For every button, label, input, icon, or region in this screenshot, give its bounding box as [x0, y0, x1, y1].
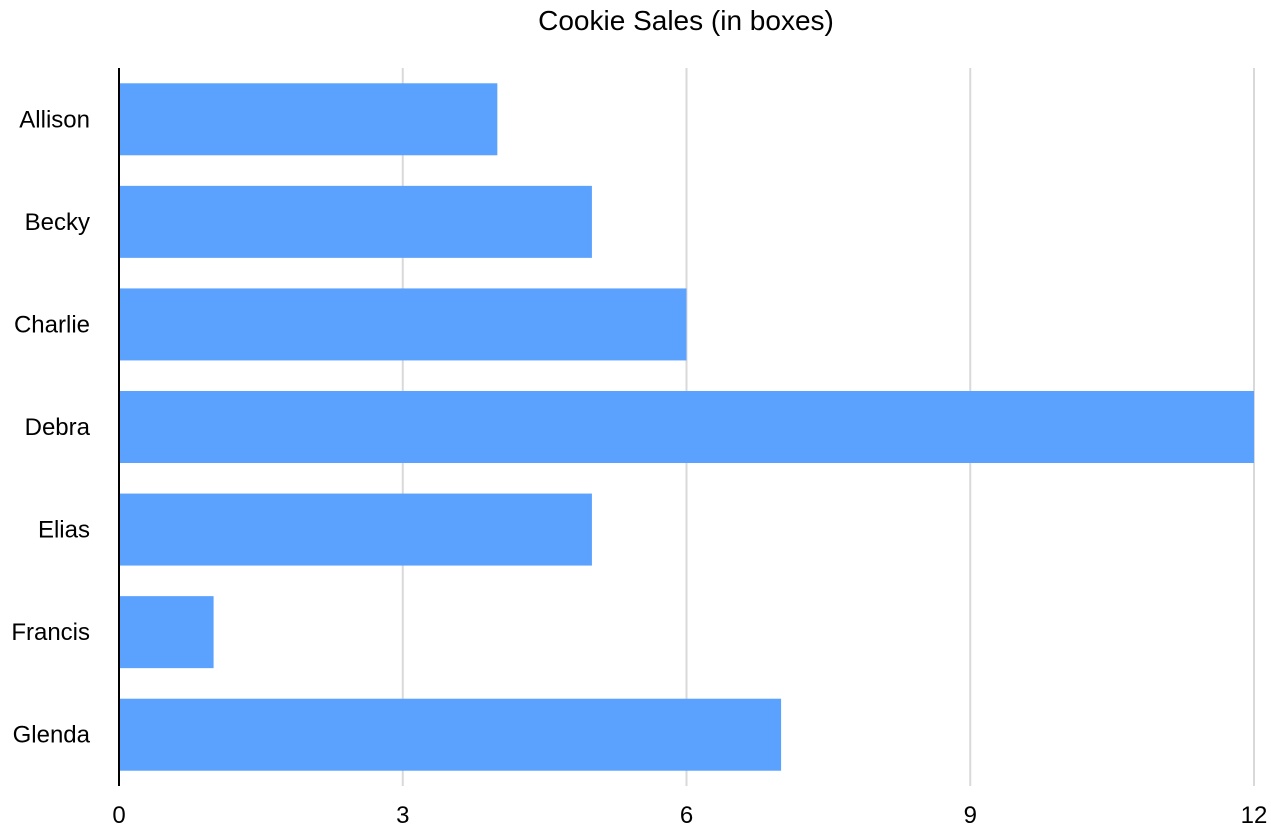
category-label-debra: Debra	[25, 414, 91, 441]
x-tick-label-3: 3	[396, 802, 409, 829]
x-tick-label-9: 9	[964, 802, 977, 829]
bar-debra	[119, 391, 1254, 463]
bar-glenda	[119, 698, 782, 771]
chart-title: Cookie Sales (in boxes)	[538, 5, 834, 36]
category-label-francis: Francis	[11, 619, 90, 646]
bar-becky	[119, 185, 592, 258]
bars	[119, 83, 1254, 771]
bar-charlie	[119, 288, 687, 361]
category-label-charlie: Charlie	[14, 311, 90, 338]
bar-elias	[119, 493, 592, 566]
x-tick-label-12: 12	[1241, 802, 1268, 829]
category-label-elias: Elias	[38, 517, 90, 544]
bar-francis	[119, 596, 214, 669]
x-tick-label-6: 6	[680, 802, 693, 829]
tick-labels: 0 3 6 9 12	[112, 802, 1267, 829]
category-label-glenda: Glenda	[13, 722, 91, 749]
bar-allison	[119, 83, 498, 156]
x-tick-label-0: 0	[112, 802, 125, 829]
category-label-allison: Allison	[19, 106, 90, 133]
category-label-becky: Becky	[25, 209, 90, 236]
category-labels: Allison Becky Charlie Debra Elias Francis Glen…	[11, 106, 90, 748]
